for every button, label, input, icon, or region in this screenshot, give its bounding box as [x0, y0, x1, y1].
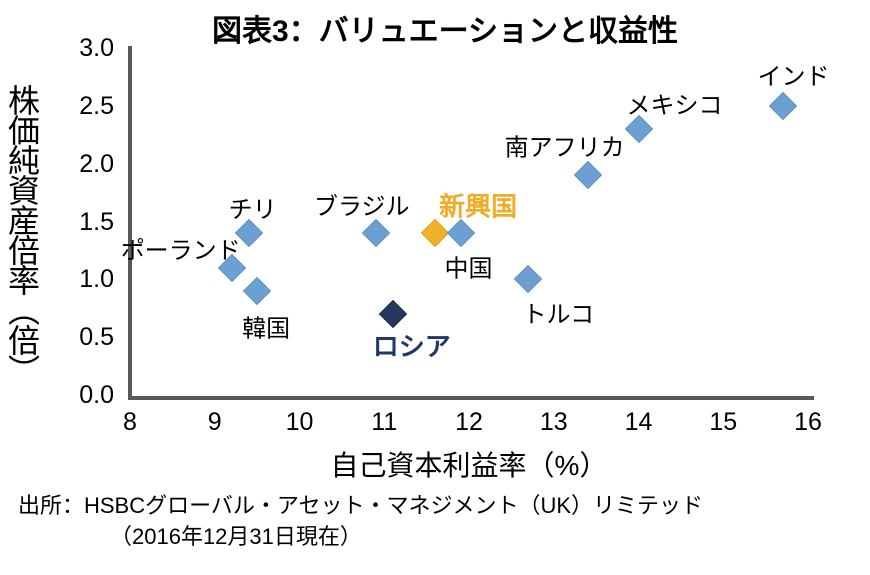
y-tick-label: 1.0 — [79, 265, 114, 294]
x-tick-label: 15 — [709, 408, 738, 436]
x-tick-label: 9 — [207, 408, 222, 436]
x-tick-label: 12 — [455, 408, 483, 436]
source-note: 出所：HSBCグローバル・アセット・マネジメント（UK）リミテッド （2016年… — [18, 490, 703, 552]
y-tick-label: 0.0 — [79, 381, 114, 409]
y-tick-label: 2.0 — [79, 149, 114, 178]
data-point-label: トルコ — [522, 301, 595, 329]
x-tick-label: 11 — [371, 408, 398, 436]
x-tick-label: 16 — [794, 408, 822, 436]
x-tick-label: 10 — [285, 408, 314, 436]
source-line-2: （2016年12月31日現在） — [110, 524, 362, 549]
source-line-1: 出所：HSBCグローバル・アセット・マネジメント（UK）リミテッド — [18, 493, 704, 518]
y-tick-label: 2.5 — [79, 91, 114, 120]
data-point-label: インド — [757, 63, 830, 91]
data-point-label: チリ — [228, 196, 277, 224]
data-point-label: 新興国 — [439, 191, 518, 222]
x-tick-label: 13 — [539, 408, 568, 436]
x-tick-label: 8 — [123, 408, 137, 436]
data-point-label: ブラジル — [314, 193, 410, 221]
y-tick-label: 3.0 — [79, 34, 114, 62]
plot-area — [128, 46, 814, 400]
data-point-label: メキシコ — [626, 92, 723, 120]
data-point-label: 韓国 — [242, 315, 291, 343]
y-axis-title: 株価純資産倍率（倍） — [4, 84, 40, 384]
data-point-label: ロシア — [372, 331, 451, 362]
x-axis-title: 自己資本利益率（%） — [330, 450, 608, 481]
data-point-label: ポーランド — [120, 237, 241, 265]
chart-title: 図表3：バリュエーションと収益性 — [211, 15, 679, 48]
y-tick-label: 1.5 — [79, 207, 114, 236]
y-tick-label: 0.5 — [79, 323, 114, 352]
x-tick-label: 14 — [624, 408, 653, 436]
data-point-label: 中国 — [444, 255, 493, 283]
data-point-label: 南アフリカ — [504, 134, 625, 162]
